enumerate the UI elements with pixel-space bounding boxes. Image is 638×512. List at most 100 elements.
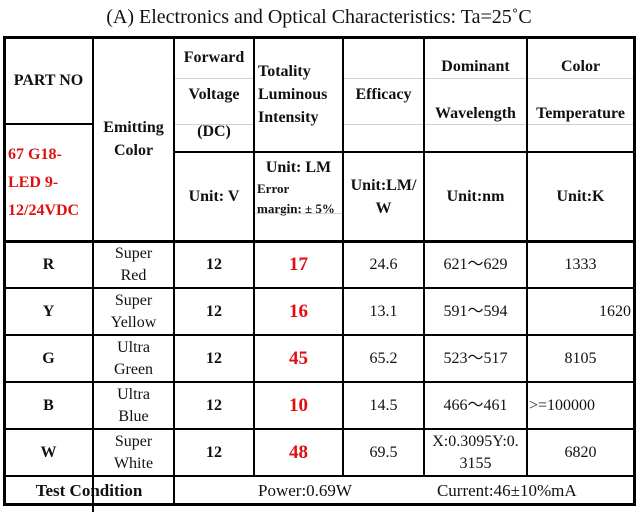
part-no-header-text: PART NO (13, 72, 84, 89)
row-part: G (4, 335, 93, 382)
row-color-temp-text: 1333 (564, 256, 597, 273)
row-color-temp: 1333 (527, 241, 634, 288)
faint-rule (343, 78, 634, 79)
row-efficacy: 13.1 (343, 288, 424, 335)
row-efficacy-text: 14.5 (369, 397, 398, 414)
model-name-text: 12/24VDC (8, 201, 80, 219)
model-name-text: 67 G18- (8, 145, 62, 163)
row-emitting-color: Super Red (93, 241, 174, 288)
row-voltage-text: 12 (206, 303, 222, 320)
unit-nm-text: Unit:nm (446, 188, 505, 205)
luminous-header-text: Luminous (258, 86, 328, 103)
row-part: Y (4, 288, 93, 335)
row-color-temp-text: 6820 (564, 444, 597, 461)
color-temp-header-text: Temperature (536, 105, 625, 122)
row-color-temp-text: 1620 (599, 303, 631, 320)
row-emitting-color-text: Super (114, 291, 153, 309)
row-wavelength: 591～594 (424, 288, 527, 335)
table-rule (174, 151, 634, 153)
row-luminous: 16 (254, 288, 343, 335)
row-part: B (4, 382, 93, 429)
row-emitting-color-text: Ultra (117, 385, 150, 403)
forward-voltage-header-text: Voltage (188, 86, 240, 103)
table-rule (633, 36, 636, 506)
table-rule (253, 36, 255, 476)
row-voltage-text: 12 (206, 256, 222, 273)
forward-voltage-header-text: Forward (183, 49, 245, 66)
faint-rule (174, 78, 254, 79)
luminous-header-text: Intensity (258, 109, 319, 126)
wavelength-header: Dominant Wavelength (424, 37, 527, 152)
row-wavelength-text: 621～629 (443, 255, 508, 273)
emitting-color-header-text: Color (113, 142, 154, 159)
table-border-top (3, 36, 636, 39)
row-emitting-color: Ultra Green (93, 335, 174, 382)
table-rule (3, 475, 636, 477)
error-margin: Error margin: ± 5% (257, 181, 335, 216)
row-voltage: 12 (174, 241, 254, 288)
row-color-temp: 1620 (527, 288, 634, 335)
table-title: (A) Electronics and Optical Characterist… (106, 6, 532, 28)
row-emitting-color-text: Super (114, 244, 153, 262)
row-luminous-text: 16 (289, 301, 308, 322)
row-wavelength: 523～517 (424, 335, 527, 382)
part-no-header: PART NO (4, 37, 93, 124)
table-rule (3, 334, 636, 336)
unit-lm-text: Unit: LM (265, 159, 332, 176)
row-voltage: 12 (174, 335, 254, 382)
faint-rule (174, 124, 254, 125)
row-voltage-text: 12 (206, 350, 222, 367)
row-wavelength-text: 466～461 (443, 396, 508, 414)
row-part-text: B (43, 397, 54, 414)
row-color-temp: 6820 (527, 429, 634, 476)
table-rule (423, 36, 425, 476)
row-luminous-text: 17 (289, 254, 308, 275)
row-efficacy-text: 69.5 (369, 444, 398, 461)
row-efficacy-text: 65.2 (369, 350, 398, 367)
row-wavelength: X:0.3095Y:0. 3155 (424, 429, 527, 476)
table-rule (4, 123, 93, 125)
row-emitting-color-text: White (113, 454, 154, 472)
wavelength-header-text: Dominant (441, 58, 510, 75)
color-temp-header: Color Temperature (527, 37, 634, 152)
row-part: W (4, 429, 93, 476)
row-luminous: 17 (254, 241, 343, 288)
unit-v-text: Unit: V (188, 188, 240, 205)
row-color-temp: 8105 (527, 335, 634, 382)
row-color-temp: >=100000 (527, 382, 634, 429)
row-luminous-text: 45 (289, 348, 308, 369)
unit-efficacy: Unit:LM/ W (343, 152, 424, 241)
row-part-text: W (40, 444, 57, 461)
row-luminous: 10 (254, 382, 343, 429)
wavelength-header-text: Wavelength (435, 105, 516, 122)
unit-lm: Unit: LM Error margin: ± 5% (254, 152, 343, 241)
test-condition-values: Power:0.69W Current:46±10%mA (174, 476, 634, 504)
row-voltage: 12 (174, 429, 254, 476)
row-wavelength-text: X:0.3095Y:0. 3155 (432, 432, 519, 472)
table-border-bottom (3, 503, 636, 506)
row-part-text: R (42, 256, 55, 273)
row-wavelength-text: 591～594 (443, 302, 508, 320)
table-rule (3, 381, 636, 383)
row-emitting-color-text: Super (114, 432, 153, 450)
unit-nm: Unit:nm (424, 152, 527, 241)
row-efficacy: 14.5 (343, 382, 424, 429)
row-emitting-color: Ultra Blue (93, 382, 174, 429)
table-rule (3, 287, 636, 289)
row-emitting-color-text: Green (113, 360, 154, 378)
row-emitting-color-text: Ultra (117, 338, 150, 356)
forward-voltage-header-text: (DC) (197, 123, 231, 140)
efficacy-header-text: Efficacy (355, 86, 412, 103)
forward-voltage-header: Forward Voltage (DC) (174, 37, 254, 152)
emitting-color-header-text: Emitting (103, 119, 164, 136)
row-voltage-text: 12 (206, 444, 222, 461)
current-value: Current:46±10%mA (436, 480, 577, 500)
unit-k-text: Unit:K (556, 188, 605, 205)
table-rule (92, 36, 94, 512)
row-emitting-color: Super Yellow (93, 288, 174, 335)
color-temp-header-text: Color (560, 58, 601, 75)
table-rule (3, 240, 636, 243)
table-rule (342, 36, 344, 476)
table-rule (3, 428, 636, 430)
row-efficacy: 69.5 (343, 429, 424, 476)
